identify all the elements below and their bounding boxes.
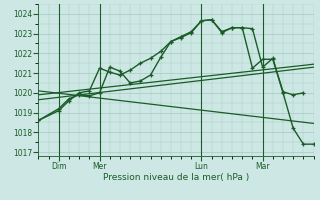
X-axis label: Pression niveau de la mer( hPa ): Pression niveau de la mer( hPa ) [103, 173, 249, 182]
